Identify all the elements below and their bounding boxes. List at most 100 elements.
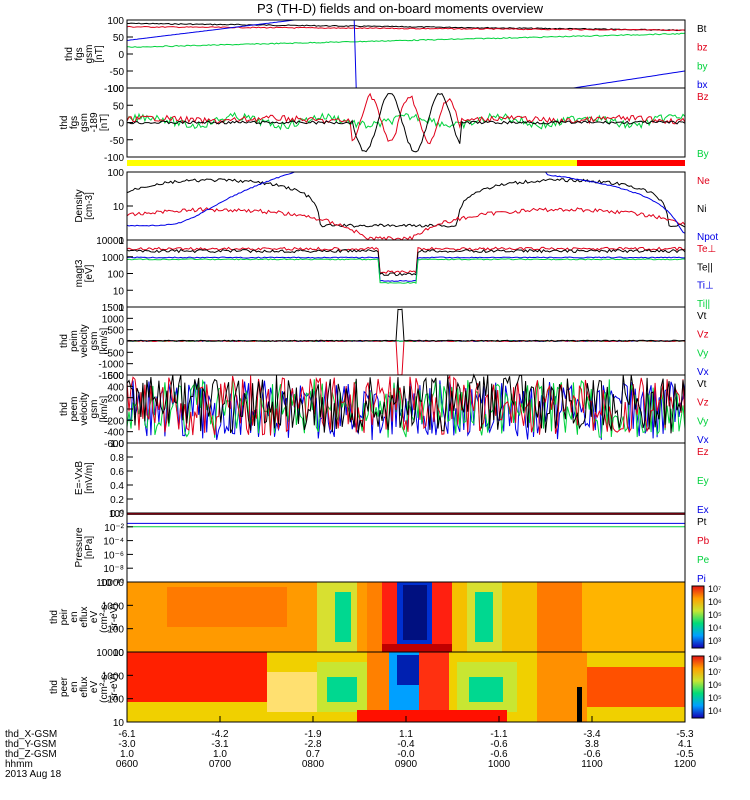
xcol-3-1: -0.4: [397, 739, 415, 750]
legend-efi-0: Bz: [697, 92, 709, 103]
y-tick-label-exb-5: 0.0: [110, 509, 124, 520]
y-tick-label-exb-1: 0.8: [110, 453, 124, 464]
ylabel-density-1: [cm-3]: [84, 192, 95, 220]
ylabel-temp-0: magt3: [74, 259, 85, 287]
peir-region-k: [475, 592, 493, 642]
xcol-2-3: 0800: [302, 759, 325, 770]
xcol-1-2: 1.0: [213, 749, 227, 760]
ylabel-pressure-0: Pressure: [74, 527, 85, 567]
legend-peem-3: Vx: [697, 435, 709, 446]
colorbar-label-peer-2: 10⁶: [708, 680, 722, 690]
ylabel-peem-2: velocity: [79, 392, 90, 425]
colorbar-label-peer-1: 10⁷: [708, 667, 721, 677]
y-tick-label-peim-5: -1000: [98, 360, 124, 371]
y-tick-label-peim-2: 500: [107, 326, 124, 337]
y-tick-label-peer-3: 10: [113, 718, 125, 729]
legend-pressure-3: Pi: [697, 574, 706, 585]
ylabel-peer-6: sr-eV): [109, 673, 120, 700]
y-tick-label-fgs-2: 0: [118, 50, 124, 61]
xcol-0-2: 1.0: [120, 749, 134, 760]
density-ni-line: [126, 178, 686, 228]
peer-region-g: [397, 655, 419, 685]
xcol-5-0: -3.4: [583, 729, 601, 740]
ylabel-fgs-2: gsm: [84, 45, 95, 64]
colorbar-label-peer-0: 10⁸: [708, 654, 722, 664]
legend-temp-1: Te||: [697, 262, 713, 273]
y-tick-label-peer-2: 100: [107, 695, 124, 706]
colorbar-label-peir-2: 10⁵: [708, 610, 722, 620]
xcol-5-3: 1100: [581, 759, 603, 770]
peer-region-m: [357, 710, 507, 722]
date-label: 2013 Aug 18: [5, 769, 62, 780]
y-tick-label-peir-3: 10: [113, 648, 125, 659]
y-tick-label-temp-1: 1000: [102, 253, 125, 264]
peir-region-l: [537, 582, 585, 652]
ylabel-efi-4: [nT]: [99, 114, 110, 131]
efi-bz-line: [126, 92, 686, 145]
y-tick-label-peem-4: -200: [104, 416, 124, 427]
xcol-2-2: 0.7: [306, 749, 320, 760]
peir-region-h: [403, 585, 427, 640]
legend-peim-1: Vz: [697, 330, 709, 341]
y-tick-label-efi-1: 50: [113, 101, 125, 112]
xcol-1-1: -3.1: [211, 739, 229, 750]
y-tick-label-fgs-1: 50: [113, 33, 125, 44]
xcol-5-2: -0.6: [583, 749, 601, 760]
legend-peem-0: Vt: [697, 379, 707, 390]
y-tick-label-pressure-5: 10⁻¹⁰: [100, 578, 124, 589]
xcol-4-1: -0.6: [490, 739, 508, 750]
colorbar-label-peir-1: 10⁶: [708, 597, 722, 607]
xcol-0-0: -6.1: [118, 729, 136, 740]
legend-exb-2: Ex: [697, 505, 709, 516]
xrow-label-2: thd_Z-GSM: [5, 749, 57, 760]
y-tick-label-exb-0: 1.0: [110, 439, 124, 450]
ylabel-peim-1: peim: [69, 330, 80, 352]
legend-density-2: Npot: [697, 232, 718, 243]
xcol-2-0: -1.9: [304, 729, 322, 740]
legend-temp-3: Ti||: [697, 299, 710, 310]
y-tick-label-density-2: 1: [118, 236, 124, 247]
colorbar-label-peer-3: 10⁵: [708, 693, 722, 703]
y-tick-label-fgs-3: -50: [110, 67, 125, 78]
ylabel-peer-5: (cm²-s-: [99, 671, 110, 703]
y-tick-label-temp-2: 100: [107, 270, 124, 281]
y-tick-label-peim-1: 1000: [102, 314, 125, 325]
density-npot-line: [126, 171, 686, 234]
y-tick-label-pressure-0: 10⁰: [109, 509, 124, 520]
peir-region-n: [382, 644, 452, 652]
y-tick-label-peir-2: 100: [107, 625, 124, 636]
legend-exb-0: Ez: [697, 447, 709, 458]
fgs-by-line: [127, 32, 686, 48]
ylabel-peer-0: thd: [49, 680, 60, 694]
xcol-4-2: -0.6: [490, 749, 508, 760]
ylabel-efi-1: fgs: [69, 116, 80, 129]
ylabel-temp-1: [eV]: [84, 264, 95, 282]
ylabel-efi-2: gsm: [79, 113, 90, 132]
peer-region-n: [577, 687, 582, 722]
peer-region-d: [327, 677, 357, 702]
y-tick-label-density-1: 10: [113, 202, 125, 213]
legend-pressure-1: Pb: [697, 536, 710, 547]
y-tick-label-exb-3: 0.4: [110, 481, 124, 492]
ylabel-peir-3: eflux: [79, 606, 90, 627]
ylabel-group-peem: thd peem velocity gsm [km/s]: [59, 392, 110, 425]
legend-fgs-2: by: [697, 61, 708, 72]
ylabel-density-0: Density: [74, 189, 85, 222]
ylabel-exb-1: [mV/m]: [84, 462, 95, 494]
peir-region-d: [335, 592, 351, 642]
xcol-0-3: 0600: [116, 759, 139, 770]
figure-title: P3 (TH-D) fields and on-board moments ov…: [257, 1, 544, 16]
peim-vt-line: [126, 308, 686, 342]
ylabel-peem-3: gsm: [89, 400, 100, 419]
legend-peem-1: Vz: [697, 398, 709, 409]
panel-frame-density: [126, 171, 686, 241]
peim-vz-line: [126, 339, 686, 376]
peir-region-m: [582, 582, 685, 652]
xrow-label-3: hhmm: [5, 759, 33, 770]
xcol-6-1: 4.1: [678, 739, 692, 750]
y-tick-label-exb-4: 0.2: [110, 495, 124, 506]
legend-fgs-1: bz: [697, 43, 708, 54]
temp-te-par-line: [126, 248, 686, 277]
y-tick-label-efi-2: 0: [118, 119, 124, 130]
